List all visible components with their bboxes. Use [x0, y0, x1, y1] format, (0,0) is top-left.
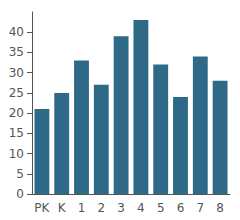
svg-text:4: 4	[137, 201, 145, 215]
svg-text:5: 5	[16, 167, 24, 181]
svg-text:30: 30	[9, 66, 24, 80]
svg-text:K: K	[58, 201, 67, 215]
svg-text:1: 1	[78, 201, 86, 215]
svg-text:25: 25	[9, 86, 24, 100]
svg-text:5: 5	[157, 201, 165, 215]
svg-text:2: 2	[97, 201, 105, 215]
svg-text:PK: PK	[34, 201, 50, 215]
svg-text:35: 35	[9, 45, 24, 59]
svg-text:8: 8	[216, 201, 224, 215]
svg-text:20: 20	[9, 106, 24, 120]
svg-text:0: 0	[16, 187, 24, 201]
svg-text:10: 10	[9, 147, 24, 161]
svg-text:3: 3	[117, 201, 125, 215]
svg-text:40: 40	[9, 25, 24, 39]
svg-text:15: 15	[9, 126, 24, 140]
svg-text:6: 6	[177, 201, 185, 215]
svg-text:7: 7	[196, 201, 204, 215]
